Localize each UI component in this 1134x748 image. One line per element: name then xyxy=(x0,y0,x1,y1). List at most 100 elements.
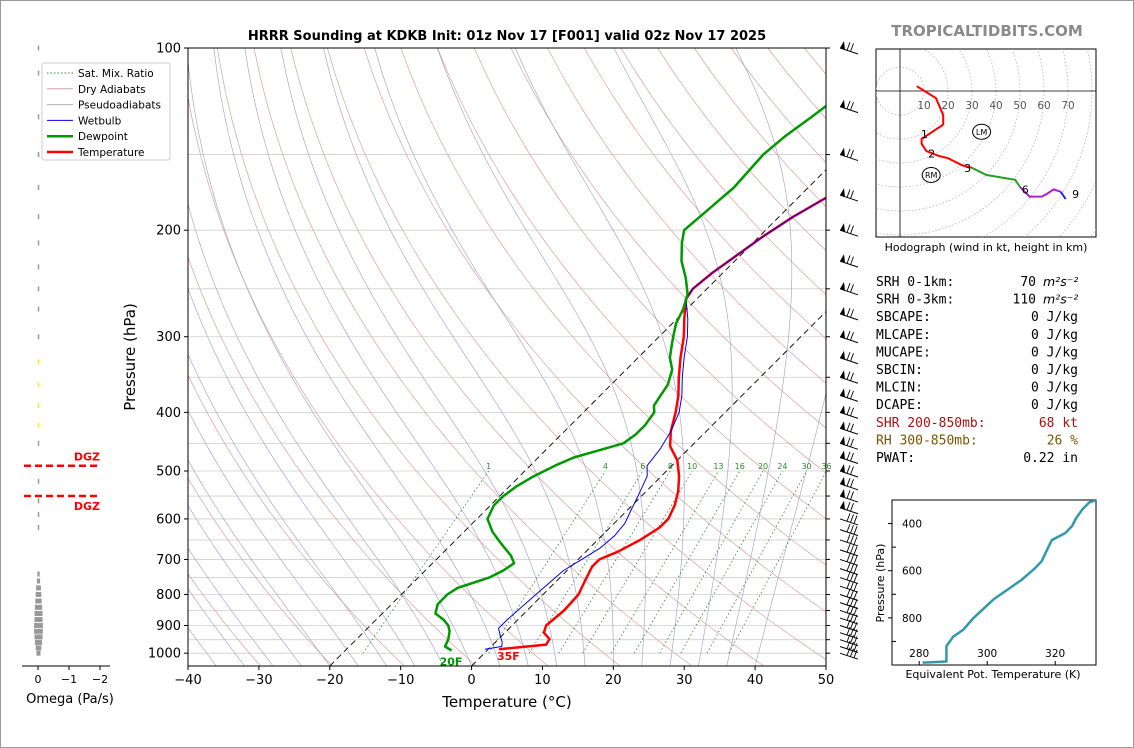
moist-adiabat xyxy=(188,57,472,666)
omega-bar xyxy=(34,611,43,617)
omega-bar xyxy=(34,617,43,623)
theta-e-box xyxy=(891,499,1097,666)
barb-feather xyxy=(850,190,854,199)
hodograph-box xyxy=(875,48,1097,238)
hodograph-trace xyxy=(1059,191,1067,200)
barb-feather xyxy=(850,581,854,590)
barb-feather xyxy=(846,282,851,292)
mixing-ratio-line xyxy=(633,470,741,654)
legend-box xyxy=(41,62,171,161)
barb-feather xyxy=(846,100,851,110)
skewt-profiles xyxy=(434,104,826,652)
wind-barb xyxy=(839,421,859,435)
mixing-ratio-line xyxy=(610,470,719,654)
barb-staff xyxy=(839,539,859,547)
index-value: 70 xyxy=(1020,275,1036,290)
index-label: PWAT: xyxy=(876,451,915,466)
mixing-ratio-label: 16 xyxy=(735,462,745,471)
barb-feather xyxy=(853,606,858,616)
y-tick-label: 900 xyxy=(156,619,181,634)
omega-bar xyxy=(37,70,40,76)
skewt-axes-box xyxy=(187,47,827,667)
mixing-ratio-label: 8 xyxy=(668,462,673,471)
index-label: SRH 0-3km: xyxy=(876,293,954,308)
hodograph-labels: 10 20 30 40 50 60 70 12 3 6 9 LM RM xyxy=(917,100,1079,201)
y-tick-label: 700 xyxy=(156,553,181,568)
barb-feather xyxy=(846,571,851,581)
skewt-axes: −40 −30 −20 −10 0 10 20 30 40 50 100 200 300 400 500 60… xyxy=(148,42,834,689)
x-tick-label: −40 xyxy=(174,673,201,688)
storm-motion-marker xyxy=(921,167,941,183)
mixing-ratio-line xyxy=(680,470,783,654)
dry-adiabat xyxy=(253,48,693,666)
barb-flag xyxy=(840,450,845,460)
legend: Sat. Mix. Ratio Dry Adiabats Pseudoadiabat… xyxy=(41,62,171,161)
index-label: RH 300-850mb: xyxy=(876,433,978,448)
wind-barb xyxy=(839,523,859,537)
dry-adiabat xyxy=(188,256,477,666)
wind-barb xyxy=(839,544,859,557)
barb-feather xyxy=(846,451,851,461)
hodograph-ring-label: 60 xyxy=(1037,100,1050,112)
index-label: MUCAPE: xyxy=(876,345,931,360)
hodograph-ring-label: 30 xyxy=(965,100,978,112)
legend-label: Dewpoint xyxy=(78,131,128,143)
omega-bar xyxy=(37,512,40,518)
barb-staff xyxy=(839,652,859,660)
index-unit: m²s⁻² xyxy=(1043,292,1078,307)
barb-feather xyxy=(846,371,851,380)
barb-feather xyxy=(846,501,851,511)
barb-feather xyxy=(853,629,858,638)
dry-adiabat xyxy=(583,48,826,340)
isotherm-minus20 xyxy=(329,169,826,666)
wind-barb xyxy=(839,476,859,491)
barb-feather xyxy=(850,572,854,582)
barb-feather xyxy=(850,589,854,599)
index-value: 0 J/kg xyxy=(1031,398,1078,413)
barb-feather xyxy=(846,465,851,474)
theta-e-x-tick-label: 320 xyxy=(1045,648,1065,660)
hodograph-trace xyxy=(971,166,1021,188)
omega-bar xyxy=(34,628,43,634)
omega-tick-label: −2 xyxy=(92,673,108,686)
index-label: SBCAPE: xyxy=(876,310,931,325)
barb-feather xyxy=(853,649,858,659)
omega-tick-label: −1 xyxy=(61,673,77,686)
wind-barb xyxy=(839,647,859,660)
index-value: 110 xyxy=(1013,293,1036,308)
barb-feather xyxy=(846,351,851,361)
index-label: SHR 200-850mb: xyxy=(876,416,986,431)
barb-feather xyxy=(846,148,851,158)
barb-feather xyxy=(853,599,858,608)
barb-feather xyxy=(846,255,851,264)
omega-bar xyxy=(37,306,40,312)
hodograph-trace xyxy=(916,85,973,169)
barb-feather xyxy=(846,544,851,553)
barb-feather xyxy=(846,330,851,340)
barb-feather xyxy=(850,554,854,564)
x-tick-label: 20 xyxy=(605,673,622,688)
surface-dewpoint-label: 20F xyxy=(440,656,463,669)
wind-barb xyxy=(839,489,859,503)
x-tick-label: 30 xyxy=(676,673,693,688)
barb-feather xyxy=(850,423,854,432)
mixing-ratio-line xyxy=(659,470,764,654)
omega-bar xyxy=(35,592,42,598)
barb-feather xyxy=(853,591,858,600)
mixing-ratio-label: 10 xyxy=(687,462,697,471)
moist-adiabat xyxy=(436,48,646,666)
barb-feather xyxy=(853,643,858,652)
omega-bar xyxy=(34,634,43,640)
barb-feather xyxy=(846,553,851,562)
theta-e-x-tick-label: 300 xyxy=(977,648,997,660)
index-value: 0.22 in xyxy=(1023,451,1078,466)
barb-feather xyxy=(850,372,854,381)
y-tick-label: 100 xyxy=(156,42,181,57)
wind-barb xyxy=(839,99,859,114)
barb-feather xyxy=(846,389,851,398)
barb-feather xyxy=(846,562,851,572)
series-wetbulb-line xyxy=(484,197,826,650)
dry-adiabat xyxy=(188,95,549,666)
omega-bar xyxy=(37,571,40,577)
